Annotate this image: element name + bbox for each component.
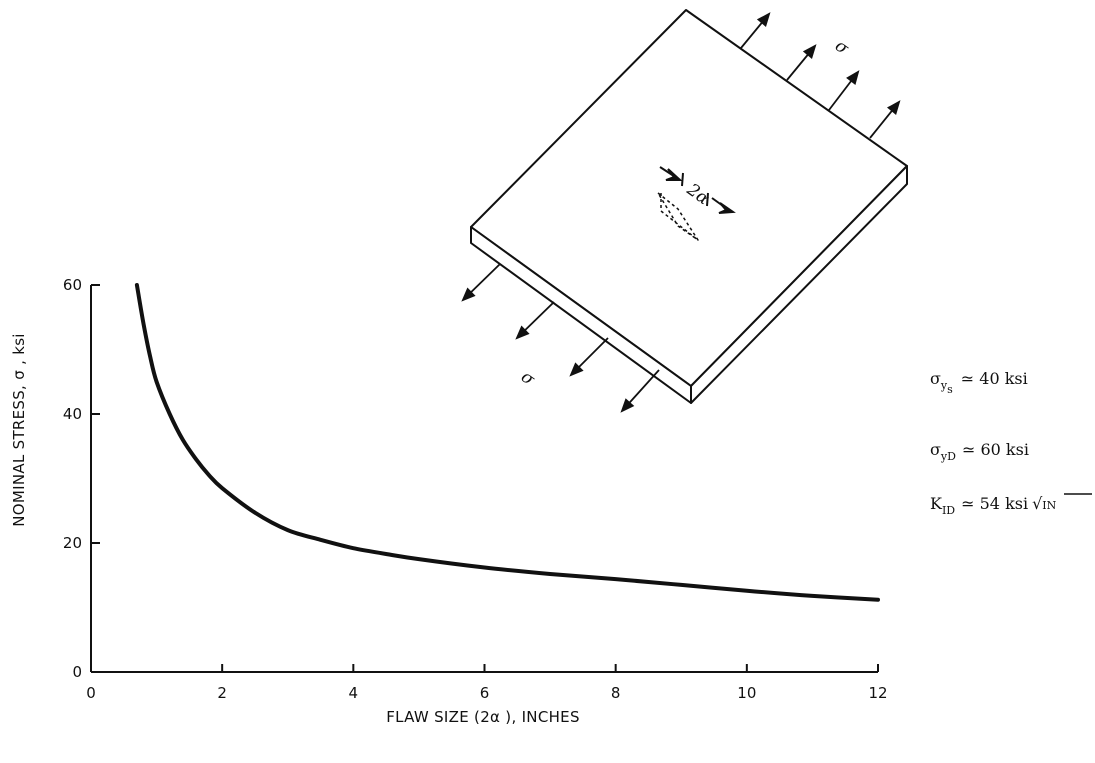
tick-marks [90, 284, 879, 673]
dim-tick-right [706, 192, 709, 207]
y-tick-label: 40 [63, 405, 82, 423]
stress-arrow-head [620, 398, 635, 413]
flaw-edge [660, 210, 699, 241]
y-tick-label: 20 [63, 534, 82, 552]
stress-label-bottom: σ [517, 367, 538, 390]
stress-arrow-head [756, 12, 771, 27]
x-tick-label: 12 [868, 684, 887, 702]
axes [90, 285, 878, 673]
sqrt-radicand: IN [1042, 499, 1056, 512]
stress-arrow-head [461, 287, 476, 302]
y-axis-title: NOMINAL STRESS, σ , ksi [10, 333, 28, 527]
x-tick-label: 10 [737, 684, 756, 702]
plate-side-face [690, 165, 908, 404]
dim-arrow-left-head [665, 168, 683, 181]
sigma-yd-annotation: σyD ≃ 60 ksi [930, 440, 1029, 463]
y-tick-label: 60 [63, 276, 82, 294]
tick-labels: 0 2 4 6 8 10 12 0 20 40 60 [63, 276, 888, 702]
flaw-rectangle [657, 192, 699, 241]
dim-arrow-right-head [718, 202, 736, 214]
sqrt-sign: √ [1032, 494, 1043, 513]
x-axis-title: FLAW SIZE (2α ), INCHES [386, 708, 580, 726]
series-line [134, 283, 880, 602]
material-properties: σys≃ 40 ksi σyD ≃ 60 ksi KID ≃ 54 ksi √IN [930, 369, 1092, 517]
stress-arrow-head [846, 70, 860, 86]
x-tick-label: 2 [217, 684, 227, 702]
stress-label-top: σ [831, 36, 852, 59]
stress-arrow-head [569, 362, 584, 377]
stress-arrow-head [802, 44, 817, 59]
dim-tick-left [681, 172, 684, 187]
y-tick-label: 0 [72, 663, 82, 681]
x-tick-label: 0 [86, 684, 96, 702]
stress-arrow-head [515, 325, 530, 340]
x-tick-label: 4 [349, 684, 359, 702]
k-id-annotation: KID ≃ 54 ksi √IN [930, 494, 1057, 517]
stress-arrows [461, 12, 901, 413]
plate-diagram [470, 9, 908, 404]
flaw-dimension [659, 166, 736, 214]
x-tick-label: 8 [611, 684, 621, 702]
sigma-ys-annotation: σys≃ 40 ksi [930, 369, 1028, 396]
stress-arrow-head [886, 100, 901, 115]
x-tick-label: 6 [480, 684, 490, 702]
